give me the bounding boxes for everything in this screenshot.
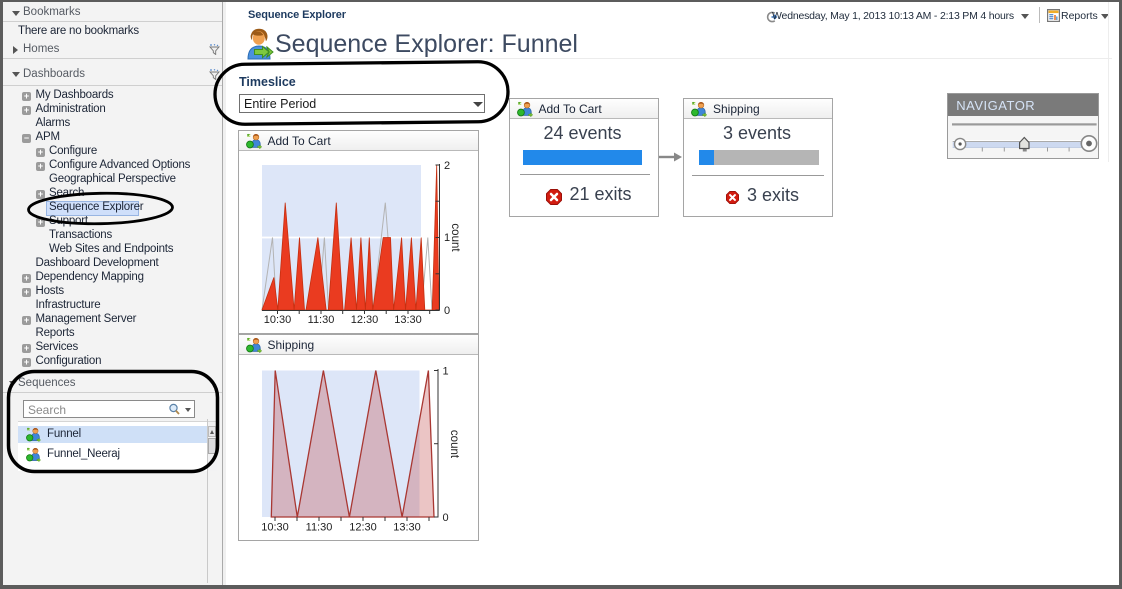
svg-text:11:30: 11:30: [307, 314, 334, 326]
svg-text:0: 0: [444, 305, 450, 317]
svg-text:count: count: [449, 223, 461, 252]
svg-text:2: 2: [444, 160, 450, 172]
svg-text:13:30: 13:30: [393, 521, 421, 533]
svg-text:1: 1: [444, 232, 450, 244]
svg-text:11:30: 11:30: [305, 521, 332, 533]
svg-text:12:30: 12:30: [350, 314, 378, 326]
svg-text:10:30: 10:30: [263, 314, 291, 326]
svg-text:12:30: 12:30: [349, 521, 377, 533]
svg-text:0: 0: [442, 512, 448, 524]
svg-text:count: count: [448, 430, 460, 459]
svg-text:13:30: 13:30: [394, 314, 422, 326]
svg-text:1: 1: [442, 365, 448, 377]
svg-text:10:30: 10:30: [261, 521, 289, 533]
